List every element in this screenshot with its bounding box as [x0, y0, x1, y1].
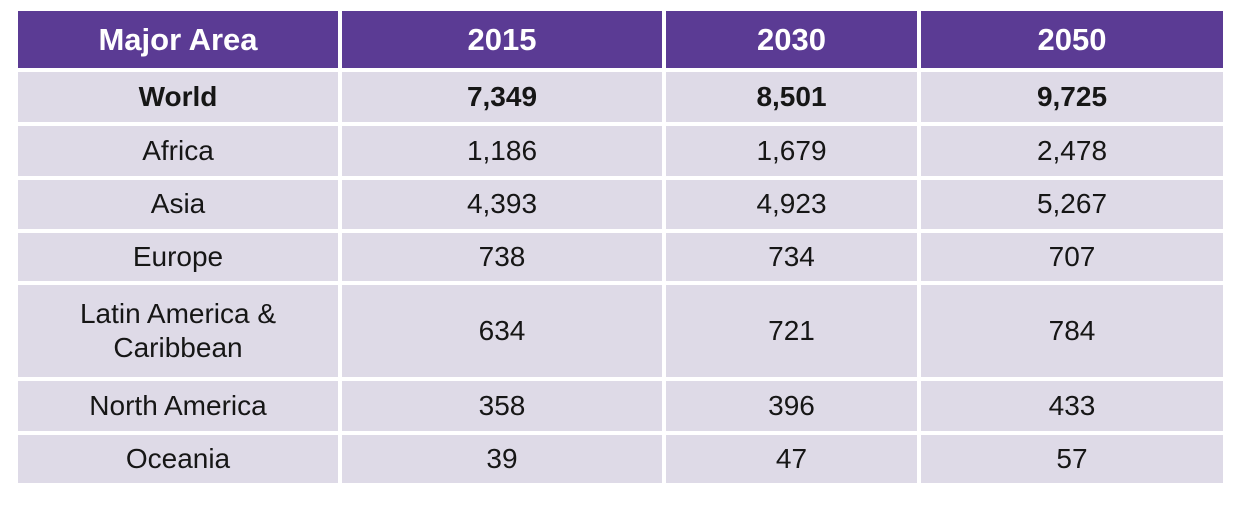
value-cell-2030: 734: [666, 233, 917, 281]
value-cell-2015: 738: [342, 233, 662, 281]
value-cell-2050: 707: [921, 233, 1223, 281]
header-cell-2050: 2050: [921, 11, 1223, 68]
value-cell-2050: 5,267: [921, 180, 1223, 229]
header-cell-2015: 2015: [342, 11, 662, 68]
value-cell-2015: 4,393: [342, 180, 662, 229]
value-cell-2030: 47: [666, 435, 917, 483]
header-cell-major-area: Major Area: [18, 11, 338, 68]
value-cell-2015: 39: [342, 435, 662, 483]
value-cell-2050: 784: [921, 285, 1223, 377]
area-cell: World: [18, 72, 338, 122]
area-cell: Asia: [18, 180, 338, 229]
area-cell: Latin America & Caribbean: [18, 285, 338, 377]
area-cell: North America: [18, 381, 338, 431]
value-cell-2030: 8,501: [666, 72, 917, 122]
value-cell-2015: 358: [342, 381, 662, 431]
value-cell-2050: 2,478: [921, 126, 1223, 176]
value-cell-2030: 396: [666, 381, 917, 431]
value-cell-2030: 4,923: [666, 180, 917, 229]
value-cell-2015: 1,186: [342, 126, 662, 176]
value-cell-2015: 7,349: [342, 72, 662, 122]
area-cell: Africa: [18, 126, 338, 176]
value-cell-2050: 9,725: [921, 72, 1223, 122]
header-cell-2030: 2030: [666, 11, 917, 68]
value-cell-2015: 634: [342, 285, 662, 377]
value-cell-2050: 433: [921, 381, 1223, 431]
population-table: Major Area 2015 2030 2050 World 7,349 8,…: [18, 11, 1223, 483]
value-cell-2030: 1,679: [666, 126, 917, 176]
area-cell: Oceania: [18, 435, 338, 483]
value-cell-2030: 721: [666, 285, 917, 377]
value-cell-2050: 57: [921, 435, 1223, 483]
area-cell: Europe: [18, 233, 338, 281]
